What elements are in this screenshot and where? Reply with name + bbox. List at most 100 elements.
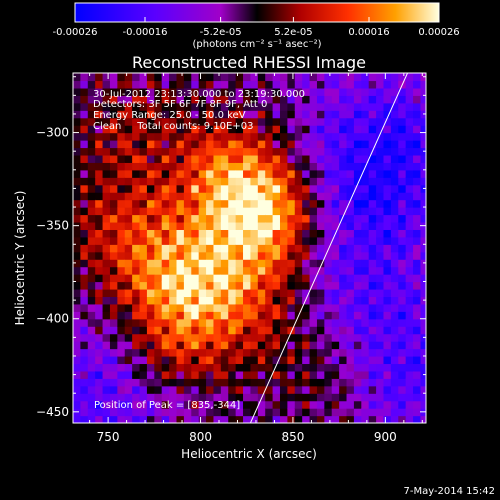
- heatmap-cell: [146, 296, 155, 305]
- heatmap-cell: [206, 221, 215, 230]
- heatmap-cell: [331, 326, 340, 335]
- heatmap-cell: [324, 154, 333, 163]
- heatmap-cell: [183, 132, 192, 141]
- heatmap-cell: [405, 244, 414, 253]
- heatmap-cell: [154, 221, 163, 230]
- heatmap-cell: [346, 341, 355, 350]
- heatmap-cell: [95, 140, 104, 149]
- heatmap-cell: [368, 281, 377, 290]
- heatmap-cell: [346, 348, 355, 357]
- heatmap-cell: [353, 162, 362, 171]
- heatmap-cell: [383, 229, 392, 238]
- heatmap-cell: [368, 251, 377, 260]
- heatmap-cell: [279, 140, 288, 149]
- heatmap-cell: [398, 229, 407, 238]
- heatmap-cell: [361, 80, 370, 89]
- heatmap-cell: [198, 333, 207, 342]
- heatmap-cell: [95, 73, 104, 82]
- heatmap-cell: [279, 311, 288, 320]
- heatmap-cell: [265, 348, 274, 357]
- heatmap-cell: [73, 385, 81, 394]
- heatmap-cell: [80, 415, 89, 423]
- heatmap-cell: [132, 266, 141, 275]
- heatmap-cell: [294, 296, 303, 305]
- heatmap-cell: [132, 281, 141, 290]
- heatmap-cell: [398, 415, 407, 423]
- heatmap-cell: [272, 341, 281, 350]
- heatmap-cell: [265, 251, 274, 260]
- heatmap-cell: [183, 274, 192, 283]
- heatmap-cell: [331, 236, 340, 245]
- heatmap-cell: [383, 102, 392, 111]
- heatmap-cell: [146, 318, 155, 327]
- heatmap-cell: [87, 415, 96, 423]
- heatmap-cell: [353, 87, 362, 96]
- heatmap-cell: [324, 110, 333, 119]
- heatmap-cell: [87, 274, 96, 283]
- heatmap-cell: [346, 125, 355, 134]
- heatmap-cell: [73, 341, 81, 350]
- heatmap-cell: [220, 288, 229, 298]
- heatmap-cell: [235, 370, 244, 379]
- heatmap-cell: [272, 73, 281, 82]
- heatmap-cell: [228, 132, 237, 141]
- heatmap-cell: [324, 236, 333, 245]
- heatmap-cell: [73, 333, 81, 342]
- heatmap-cell: [154, 408, 163, 417]
- heatmap-cell: [169, 87, 178, 96]
- heatmap-cell: [87, 140, 96, 149]
- heatmap-cell: [272, 214, 281, 223]
- heatmap-cell: [353, 199, 362, 208]
- heatmap-cell: [316, 408, 325, 417]
- heatmap-cell: [383, 132, 392, 141]
- colorbar-tick-label: 5.2e-05: [274, 27, 312, 38]
- heatmap-cell: [339, 355, 348, 365]
- heatmap-cell: [87, 400, 96, 409]
- heatmap-cell: [109, 266, 118, 275]
- heatmap-cell: [176, 125, 185, 134]
- heatmap-cell: [109, 355, 118, 365]
- heatmap-cell: [95, 95, 104, 104]
- heatmap-cell: [80, 370, 89, 379]
- heatmap-cell: [279, 259, 288, 268]
- heatmap-cell: [109, 229, 118, 238]
- heatmap-cell: [109, 102, 118, 111]
- heatmap-cell: [339, 363, 348, 372]
- heatmap-cell: [235, 214, 244, 223]
- heatmap-cell: [302, 378, 311, 387]
- heatmap-cell: [146, 333, 155, 342]
- heatmap-cell: [80, 132, 89, 141]
- heatmap-cell: [161, 229, 170, 238]
- heatmap-cell: [132, 259, 141, 268]
- heatmap-cell: [376, 192, 385, 201]
- heatmap-cell: [390, 385, 399, 394]
- heatmap-cell: [176, 363, 185, 372]
- heatmap-cell: [206, 110, 215, 119]
- heatmap-cell: [265, 102, 274, 111]
- heatmap-cell: [405, 154, 414, 163]
- heatmap-cell: [353, 296, 362, 305]
- heatmap-cell: [405, 177, 414, 186]
- heatmap-cell: [346, 147, 355, 156]
- heatmap-cell: [146, 229, 155, 238]
- heatmap-cell: [368, 326, 377, 335]
- heatmap-cell: [287, 393, 296, 402]
- heatmap-cell: [265, 154, 274, 163]
- heatmap-cell: [294, 266, 303, 275]
- heatmap-cell: [73, 370, 81, 379]
- heatmap-cell: [124, 199, 133, 208]
- heatmap-cell: [95, 117, 104, 126]
- heatmap-cell: [109, 311, 118, 320]
- heatmap-cell: [176, 259, 185, 268]
- heatmap-cell: [161, 87, 170, 96]
- heatmap-cell: [146, 132, 155, 141]
- heatmap-cell: [176, 296, 185, 305]
- heatmap-cell: [376, 341, 385, 350]
- heatmap-cell: [346, 393, 355, 402]
- heatmap-cell: [87, 393, 96, 402]
- heatmap-cell: [228, 154, 237, 163]
- heatmap-cell: [383, 348, 392, 357]
- heatmap-cell: [257, 214, 266, 223]
- heatmap-cell: [309, 169, 318, 178]
- heatmap-cell: [191, 229, 200, 238]
